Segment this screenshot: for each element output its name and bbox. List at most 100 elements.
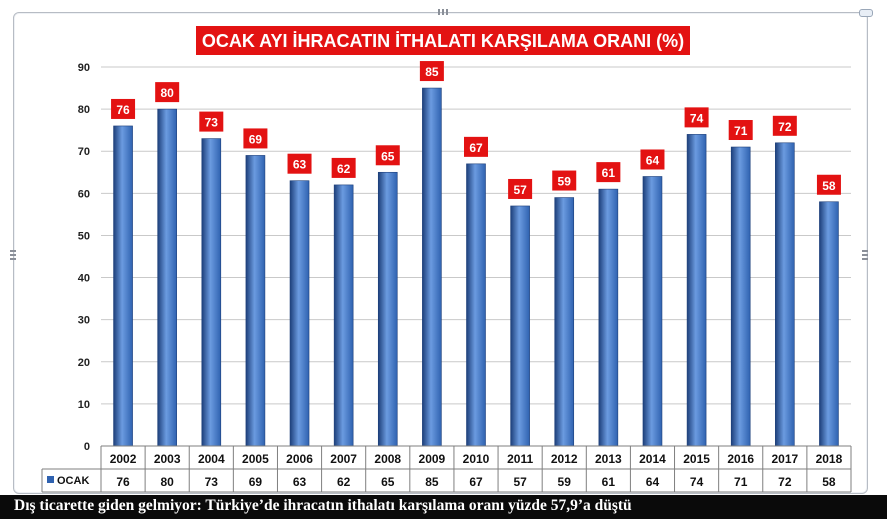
x-tick-label: 2011 <box>507 452 533 466</box>
table-value-cell: 62 <box>337 475 351 489</box>
bar-2004 <box>201 138 222 447</box>
x-tick-label: 2006 <box>286 452 313 466</box>
data-label-background <box>728 120 753 141</box>
data-label-2017: 72 <box>778 120 792 134</box>
y-tick-label: 90 <box>78 62 90 74</box>
data-label-2012: 59 <box>558 175 572 189</box>
resize-handle-left[interactable] <box>10 250 16 260</box>
chart-title-background <box>196 26 690 55</box>
legend-key <box>47 476 54 483</box>
data-label-2006: 63 <box>293 158 307 172</box>
data-label-2005: 69 <box>249 132 263 146</box>
x-tick-label: 2017 <box>771 452 798 466</box>
data-label-background <box>199 111 224 132</box>
data-label-background <box>111 98 136 119</box>
data-label-background <box>243 128 268 149</box>
data-table: 2002 76 2003 80 2004 73 2005 69 2006 63 2007 62 2008… <box>41 445 852 493</box>
bar-2007 <box>333 184 354 447</box>
data-label-background <box>155 82 180 103</box>
data-label-background <box>287 153 312 174</box>
table-value-cell: 80 <box>160 475 174 489</box>
table-value-cell: 71 <box>734 475 748 489</box>
x-tick-label: 2018 <box>816 452 843 466</box>
data-label-2015: 74 <box>690 111 704 125</box>
caption-bar: Dış ticarette giden gelmiyor: Türkiye’de… <box>0 495 887 519</box>
bar-2013 <box>598 188 619 447</box>
bar-2010 <box>466 163 486 447</box>
x-tick-label: 2015 <box>683 452 710 466</box>
table-value-cell: 63 <box>293 475 307 489</box>
x-tick-label: 2007 <box>330 452 357 466</box>
y-tick-label: 20 <box>78 357 90 369</box>
y-tick-label: 80 <box>78 104 90 116</box>
table-value-cell: 59 <box>558 475 572 489</box>
bar-2018 <box>819 201 839 447</box>
data-label-background <box>552 170 577 191</box>
table-value-cell: 57 <box>513 475 527 489</box>
y-tick-label: 70 <box>78 146 90 158</box>
y-axis-ticks: 0 10 20 30 40 50 60 70 80 90 <box>78 62 90 453</box>
x-tick-label: 2016 <box>727 452 754 466</box>
data-label-2002: 76 <box>116 103 130 117</box>
y-tick-label: 40 <box>78 273 90 285</box>
table-value-cell: 73 <box>205 475 219 489</box>
x-tick-label: 2014 <box>639 452 666 466</box>
data-label-2011: 57 <box>513 183 527 197</box>
table-value-cell: 65 <box>381 475 395 489</box>
x-tick-label: 2005 <box>242 452 269 466</box>
data-label-background <box>596 162 621 183</box>
bar-2012 <box>554 197 575 447</box>
data-label-2013: 61 <box>602 166 616 180</box>
bar-2002 <box>113 125 133 447</box>
x-tick-label: 2012 <box>551 452 578 466</box>
table-value-cell: 72 <box>778 475 792 489</box>
x-tick-label: 2013 <box>595 452 622 466</box>
table-value-cell: 64 <box>646 475 660 489</box>
bar-2008 <box>377 171 398 447</box>
data-label-background <box>816 174 841 195</box>
bar-2016 <box>730 146 751 447</box>
y-tick-label: 50 <box>78 230 90 242</box>
bar-2017 <box>775 142 795 447</box>
resize-handle-right[interactable] <box>862 250 868 260</box>
x-tick-label: 2003 <box>154 452 181 466</box>
data-label-2018: 58 <box>822 179 836 193</box>
data-label-background <box>464 136 488 157</box>
data-label-2007: 62 <box>337 162 351 176</box>
data-label-2004: 73 <box>205 116 219 130</box>
y-tick-label: 10 <box>78 399 90 411</box>
data-label-2003: 80 <box>160 86 174 100</box>
legend-series-name: OCAK <box>57 475 89 487</box>
resize-handle-top[interactable] <box>438 9 448 15</box>
data-label-background <box>684 107 709 128</box>
y-tick-label: 60 <box>78 188 90 200</box>
bar-2009 <box>422 87 442 447</box>
data-label-2010: 67 <box>469 141 483 155</box>
table-value-cell: 69 <box>249 475 263 489</box>
bar-chart: OCAK AYI İHRACATIN İTHALATI KARŞILAMA OR… <box>41 26 852 493</box>
x-tick-label: 2010 <box>463 452 490 466</box>
bar-2006 <box>289 180 310 447</box>
bar-2005 <box>245 155 266 447</box>
data-label-2009: 85 <box>425 65 439 79</box>
bar-2011 <box>510 205 530 447</box>
table-value-cell: 85 <box>425 475 439 489</box>
x-tick-label: 2002 <box>110 452 137 466</box>
x-tick-label: 2008 <box>374 452 401 466</box>
chart-title: OCAK AYI İHRACATIN İTHALATI KARŞILAMA OR… <box>202 31 684 51</box>
table-value-cell: 76 <box>116 475 130 489</box>
y-tick-label: 0 <box>84 441 90 453</box>
data-label-background <box>419 61 444 82</box>
data-label-2016: 71 <box>734 124 748 138</box>
bar-2014 <box>642 176 663 447</box>
table-value-cell: 74 <box>690 475 704 489</box>
data-label-background <box>772 115 797 136</box>
chart-corner-handle[interactable] <box>859 9 873 17</box>
x-tick-label: 2009 <box>419 452 446 466</box>
data-label-background <box>375 145 400 166</box>
chart-title-group: OCAK AYI İHRACATIN İTHALATI KARŞILAMA OR… <box>196 26 690 55</box>
data-label-2008: 65 <box>381 149 395 163</box>
data-label-background <box>640 149 665 170</box>
table-value-cell: 61 <box>602 475 616 489</box>
data-labels: 76 80 73 69 63 62 65 85 67 57 59 61 64 74 71 72 58 <box>111 61 841 199</box>
